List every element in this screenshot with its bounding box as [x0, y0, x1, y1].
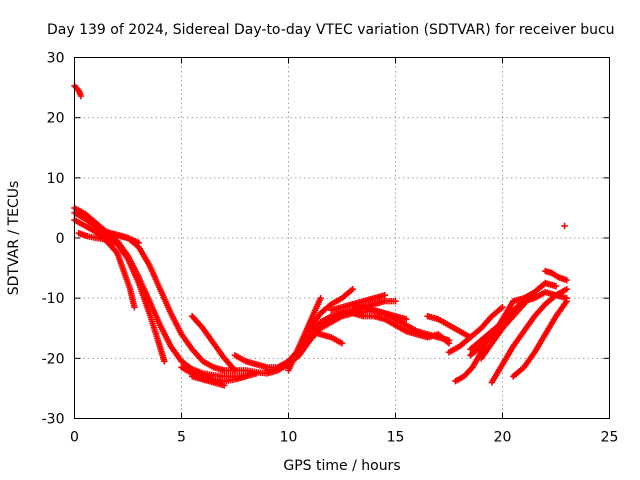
y-tick-label: 30 — [47, 51, 65, 67]
data-point — [317, 294, 324, 302]
data-point — [135, 239, 142, 247]
series-arc-8 — [189, 373, 228, 389]
y-tick-label: 0 — [56, 231, 65, 247]
x-tick-label: 5 — [177, 430, 186, 446]
data-point — [552, 282, 560, 290]
data-point — [542, 279, 549, 287]
series-arc-23 — [477, 279, 549, 362]
y-tick-labels: 30 20 10 0 -10 -20 -30 — [42, 51, 65, 428]
x-tick-label: 10 — [280, 430, 298, 446]
data-point — [561, 222, 568, 230]
data-point — [253, 370, 260, 377]
series-arc-27 — [561, 222, 568, 230]
data-point — [445, 337, 453, 344]
series-arc-5 — [75, 229, 168, 365]
series-arc-16 — [306, 328, 346, 347]
data-point — [242, 373, 249, 380]
data-point — [77, 92, 85, 100]
data-points — [71, 82, 570, 389]
x-tick-label: 15 — [387, 430, 405, 446]
y-tick-label: -10 — [42, 291, 65, 307]
chart-title: Day 139 of 2024, Sidereal Day-to-day VTE… — [47, 22, 615, 38]
data-point — [161, 358, 168, 365]
x-tick-label: 0 — [70, 430, 79, 446]
axis-ticks — [74, 57, 610, 419]
x-tick-label: 25 — [601, 430, 619, 446]
series-arc-9 — [189, 313, 239, 374]
data-point — [349, 285, 356, 293]
series-arc-1 — [71, 82, 85, 100]
series-arc-13 — [285, 294, 324, 374]
data-point — [563, 285, 570, 293]
data-point — [338, 340, 346, 347]
y-tick-label: 20 — [47, 111, 65, 127]
data-point — [499, 303, 506, 311]
data-point — [381, 291, 388, 299]
y-tick-label: -30 — [42, 412, 65, 428]
series-arc-24 — [488, 285, 570, 386]
series-arc-14 — [306, 285, 356, 332]
y-axis-label: SDTVAR / TECUs — [6, 181, 22, 296]
series-arc-26 — [542, 267, 570, 284]
data-point — [403, 316, 410, 323]
series-arc-19 — [445, 303, 506, 356]
y-tick-label: -20 — [42, 351, 65, 367]
x-tick-label: 20 — [494, 430, 512, 446]
series-arc-20 — [452, 334, 491, 385]
y-tick-label: 10 — [47, 171, 65, 187]
series-arc-17 — [349, 300, 453, 344]
data-point — [231, 367, 239, 374]
data-point — [563, 297, 570, 305]
x-tick-labels: 0 5 10 15 20 25 — [70, 430, 618, 446]
x-axis-label: GPS time / hours — [283, 458, 400, 474]
series-arc-25 — [510, 297, 570, 380]
data-point — [221, 382, 228, 389]
data-point — [563, 276, 570, 284]
series-arc-6 — [103, 229, 142, 247]
data-point — [392, 297, 399, 305]
data-point — [131, 303, 138, 311]
